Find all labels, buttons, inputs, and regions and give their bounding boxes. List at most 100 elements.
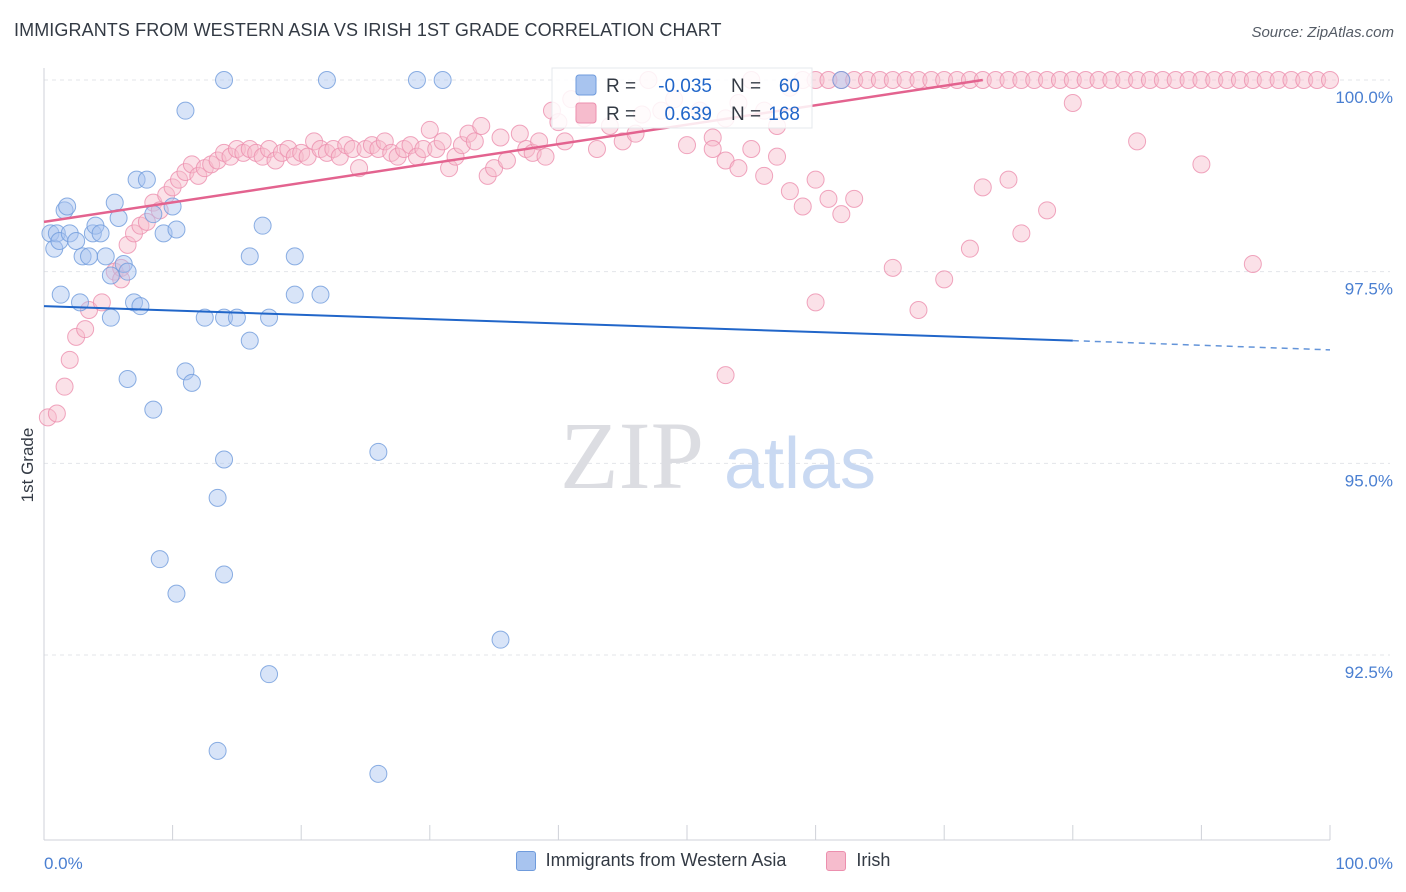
- data-point-western-asia: [215, 71, 234, 89]
- data-point-irish: [587, 140, 606, 158]
- data-point-irish: [793, 197, 812, 216]
- data-point-irish: [433, 132, 452, 151]
- axes: [43, 68, 1331, 841]
- data-point-irish: [1050, 71, 1069, 89]
- data-point-irish: [845, 189, 864, 208]
- data-point-irish: [883, 258, 902, 277]
- legend-item-western-asia[interactable]: Immigrants from Western Asia: [515, 850, 787, 871]
- data-point-irish: [1295, 71, 1314, 89]
- data-point-irish: [716, 366, 735, 385]
- data-point-irish: [1128, 71, 1147, 89]
- trend-line-irish: [43, 78, 983, 224]
- data-point-western-asia: [137, 170, 156, 189]
- trend-lines: [43, 78, 1331, 351]
- data-point-western-asia: [260, 308, 279, 327]
- data-point-western-asia: [253, 216, 272, 235]
- data-point-western-asia: [311, 285, 330, 304]
- data-point-irish: [819, 71, 838, 89]
- data-point-irish: [755, 166, 774, 185]
- data-point-irish: [60, 350, 79, 369]
- data-point-irish: [1218, 71, 1237, 89]
- data-point-irish: [266, 151, 285, 170]
- data-point-irish: [305, 132, 324, 151]
- data-point-irish: [497, 151, 516, 170]
- data-point-irish: [1102, 71, 1121, 89]
- data-point-western-asia: [73, 247, 92, 266]
- data-point-irish: [163, 178, 182, 197]
- data-point-irish: [414, 140, 433, 158]
- legend-item-irish[interactable]: Irish: [826, 850, 890, 871]
- y-axis-label: 1st Grade: [18, 428, 37, 503]
- data-point-irish: [1140, 71, 1159, 89]
- data-point-irish: [47, 404, 66, 423]
- data-point-western-asia: [285, 247, 304, 266]
- stats-swatch-blue: [575, 74, 597, 96]
- data-point-irish: [92, 293, 111, 312]
- data-point-irish: [1192, 155, 1211, 174]
- legend-swatch-pink: [826, 850, 847, 871]
- x-tick-label: 100.0%: [1335, 854, 1393, 873]
- y-tick-label: 97.5%: [1345, 280, 1393, 299]
- data-point-irish: [806, 170, 825, 189]
- data-point-western-asia: [80, 247, 99, 266]
- data-point-western-asia: [285, 285, 304, 304]
- stats-r-label-blue: R =: [606, 76, 636, 97]
- data-point-western-asia: [317, 71, 336, 89]
- watermark-atlas: atlas: [724, 424, 876, 504]
- data-point-western-asia: [41, 224, 60, 243]
- data-point-irish: [729, 159, 748, 178]
- data-point-irish: [896, 71, 915, 89]
- stats-swatch-pink: [575, 102, 597, 124]
- data-point-western-asia: [176, 362, 195, 381]
- data-point-irish: [1038, 201, 1057, 220]
- data-point-irish: [999, 71, 1018, 89]
- chart-title: IMMIGRANTS FROM WESTERN ASIA VS IRISH 1S…: [14, 20, 722, 40]
- x-tick-labels: 0.0% 100.0%: [44, 854, 1393, 873]
- data-point-irish: [375, 132, 394, 151]
- data-point-western-asia: [182, 373, 201, 392]
- data-point-irish: [1012, 71, 1031, 89]
- legend-label-western-asia: Immigrants from Western Asia: [545, 850, 787, 870]
- stats-legend: R = -0.035 N = 60 R = 0.639 N = 168: [551, 67, 813, 129]
- data-point-western-asia: [118, 262, 137, 281]
- stats-n-value-blue: 60: [779, 76, 800, 97]
- trend-line-western-asia: [43, 305, 1073, 342]
- data-point-irish: [1025, 71, 1044, 89]
- data-point-irish: [112, 270, 131, 289]
- data-point-irish: [1321, 71, 1339, 89]
- data-point-irish: [1269, 71, 1288, 89]
- data-point-western-asia: [58, 197, 77, 216]
- data-point-irish: [1115, 71, 1134, 89]
- data-point-western-asia: [131, 297, 150, 316]
- data-point-irish: [510, 124, 529, 143]
- y-tick-label: 100.0%: [1335, 88, 1393, 107]
- data-point-irish: [999, 170, 1018, 189]
- data-point-western-asia: [215, 308, 234, 327]
- data-point-western-asia: [215, 565, 234, 584]
- data-point-irish: [768, 147, 787, 166]
- data-point-western-asia: [96, 247, 115, 266]
- data-point-irish: [806, 293, 825, 312]
- data-point-western-asia: [105, 193, 124, 212]
- data-point-irish: [973, 178, 992, 197]
- data-point-irish: [76, 320, 95, 339]
- data-point-irish: [986, 71, 1005, 89]
- data-point-irish: [832, 205, 851, 224]
- data-point-irish: [137, 212, 156, 231]
- legend-swatch-blue: [515, 850, 536, 871]
- stats-r-label-pink: R =: [606, 104, 636, 125]
- data-point-irish: [420, 120, 439, 139]
- data-point-irish: [472, 117, 491, 135]
- data-point-irish: [189, 166, 208, 185]
- data-point-western-asia: [215, 450, 234, 469]
- data-point-western-asia: [167, 584, 186, 603]
- data-point-irish: [1308, 71, 1327, 89]
- data-point-western-asia: [195, 308, 214, 327]
- data-point-irish: [1076, 71, 1095, 89]
- data-point-western-asia: [491, 630, 510, 649]
- data-point-western-asia: [240, 331, 259, 350]
- data-point-irish: [38, 408, 57, 427]
- data-point-western-asia: [91, 224, 110, 243]
- source-label: Source: ZipAtlas.com: [1251, 24, 1394, 41]
